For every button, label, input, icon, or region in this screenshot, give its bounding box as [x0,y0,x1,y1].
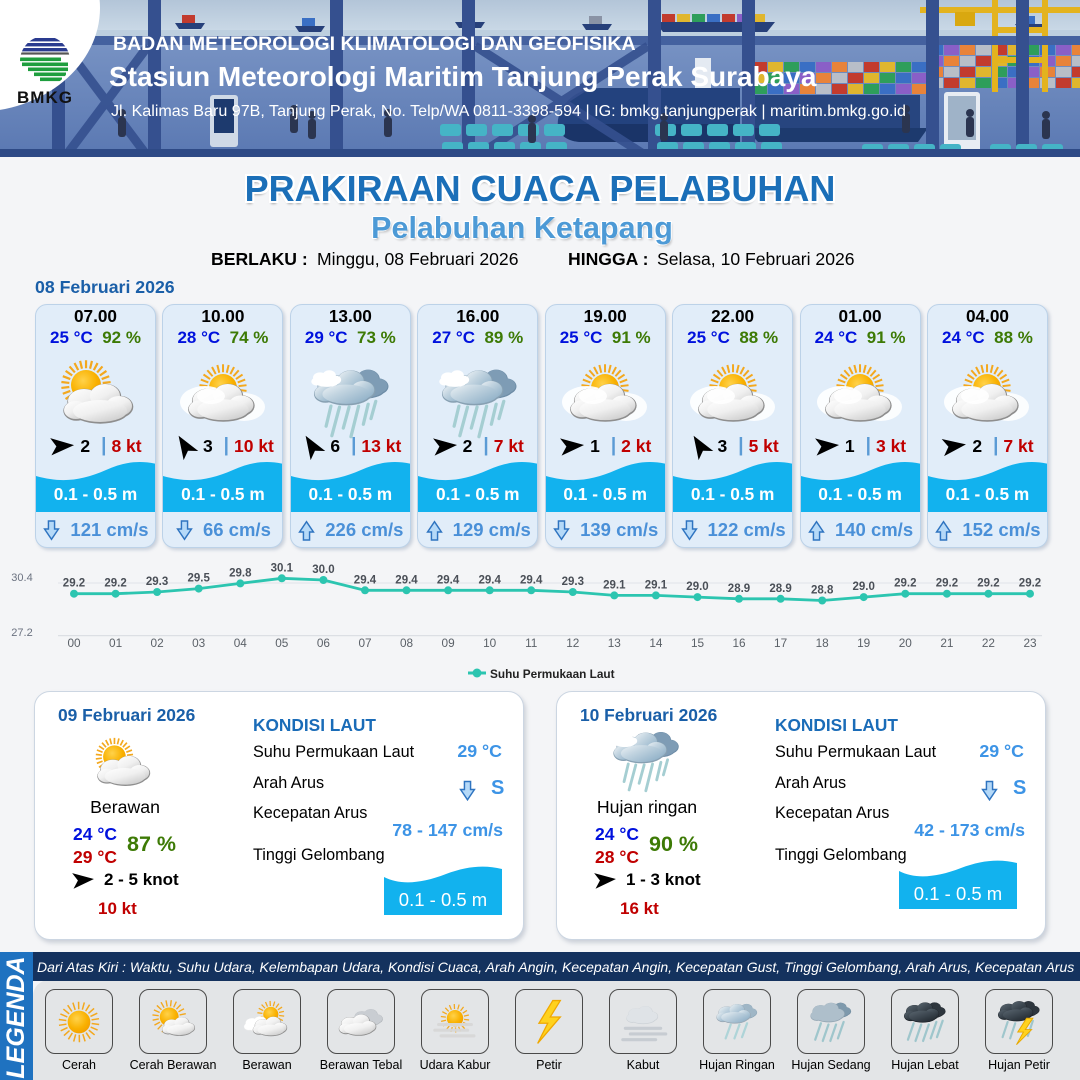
svg-text:29.5: 29.5 [188,573,211,585]
svg-text:29.0: 29.0 [853,581,875,593]
svg-text:00: 00 [67,636,81,650]
svg-text:29.3: 29.3 [562,576,584,588]
svg-text:29.1: 29.1 [645,579,668,591]
svg-text:15: 15 [691,636,705,650]
svg-text:29.0: 29.0 [686,581,708,593]
svg-text:14: 14 [649,636,663,650]
svg-text:29.1: 29.1 [603,579,626,591]
svg-text:16: 16 [732,636,746,650]
svg-text:29.4: 29.4 [520,574,543,586]
svg-text:29.2: 29.2 [63,578,85,590]
svg-text:29.4: 29.4 [479,574,502,586]
svg-text:17: 17 [774,636,787,650]
svg-text:29.2: 29.2 [104,578,126,590]
svg-text:29.3: 29.3 [146,576,168,588]
svg-text:29.2: 29.2 [977,578,999,590]
svg-text:27.2: 27.2 [11,627,32,639]
svg-text:30.0: 30.0 [312,564,334,576]
svg-text:29.4: 29.4 [437,574,460,586]
svg-text:30.4: 30.4 [11,572,32,584]
svg-text:08: 08 [400,636,414,650]
svg-text:29.2: 29.2 [1019,578,1041,590]
svg-text:29.4: 29.4 [395,574,418,586]
svg-text:03: 03 [192,636,206,650]
svg-text:05: 05 [275,636,289,650]
svg-text:06: 06 [317,636,331,650]
svg-text:29.8: 29.8 [229,567,252,579]
svg-text:29.4: 29.4 [354,574,377,586]
svg-text:21: 21 [940,636,953,650]
svg-text:BMKG: BMKG [17,88,73,107]
svg-text:23: 23 [1023,636,1037,650]
svg-text:13: 13 [608,636,622,650]
svg-text:29.2: 29.2 [936,578,958,590]
svg-text:04: 04 [234,636,248,650]
svg-text:29.2: 29.2 [894,578,916,590]
svg-text:02: 02 [151,636,164,650]
svg-text:12: 12 [566,636,579,650]
svg-text:07: 07 [358,636,371,650]
svg-text:28.8: 28.8 [811,585,834,597]
svg-text:30.1: 30.1 [271,562,294,574]
svg-text:18: 18 [816,636,830,650]
svg-text:28.9: 28.9 [728,583,750,595]
svg-text:Suhu Permukaan Laut: Suhu Permukaan Laut [490,667,615,681]
svg-text:22: 22 [982,636,995,650]
svg-text:28.9: 28.9 [769,583,791,595]
svg-text:19: 19 [857,636,870,650]
svg-text:01: 01 [109,636,122,650]
svg-text:11: 11 [525,636,537,650]
svg-text:20: 20 [899,636,913,650]
svg-text:09: 09 [442,636,455,650]
svg-text:10: 10 [483,636,497,650]
